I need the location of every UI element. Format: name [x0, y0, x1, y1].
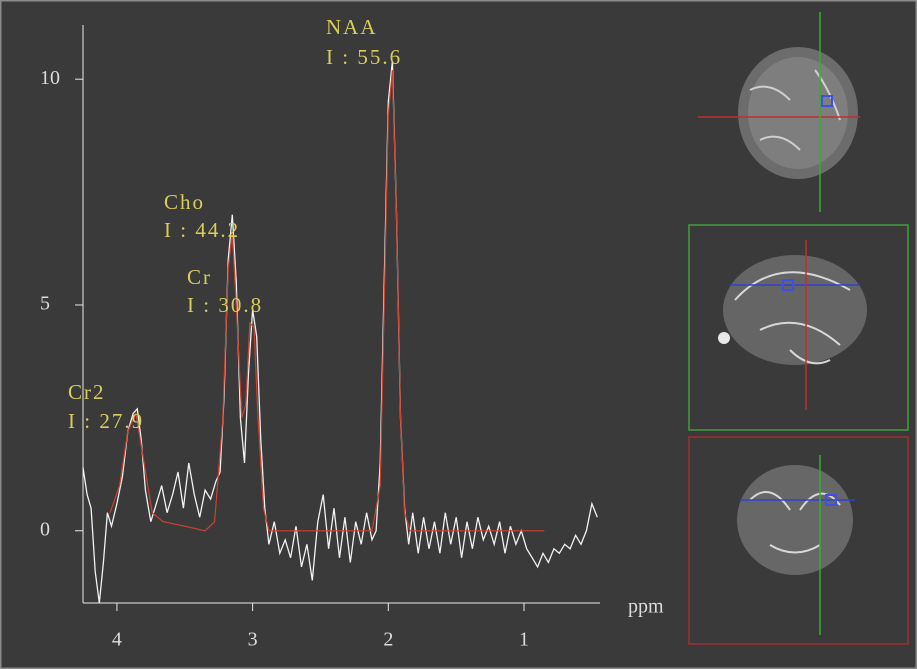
peak-annotation: I : 55.6: [326, 45, 402, 69]
peak-annotation: I : 27.9: [68, 409, 144, 433]
peak-annotation: I : 44.2: [164, 218, 240, 242]
y-tick-label: 0: [40, 518, 50, 540]
y-tick-label: 5: [40, 293, 50, 315]
y-tick-label: 10: [40, 67, 60, 89]
peak-annotation: Cr: [187, 265, 212, 289]
peak-annotation: NAA: [326, 15, 378, 39]
x-axis-label: ppm: [628, 596, 664, 618]
peak-annotation: Cho: [164, 190, 205, 214]
spectroscopy-screen: ppm 0 5 10 4 3 2 1 NAA I : 55.6 Cho I : 44.2 Cr I : …: [0, 0, 917, 669]
x-tick-label: 4: [112, 629, 122, 651]
peak-annotation: Cr2: [68, 380, 106, 404]
x-tick-label: 1: [519, 629, 529, 651]
peak-annotation: I : 30.8: [187, 293, 263, 317]
x-tick-label: 2: [383, 629, 393, 651]
x-tick-label: 3: [248, 629, 258, 651]
